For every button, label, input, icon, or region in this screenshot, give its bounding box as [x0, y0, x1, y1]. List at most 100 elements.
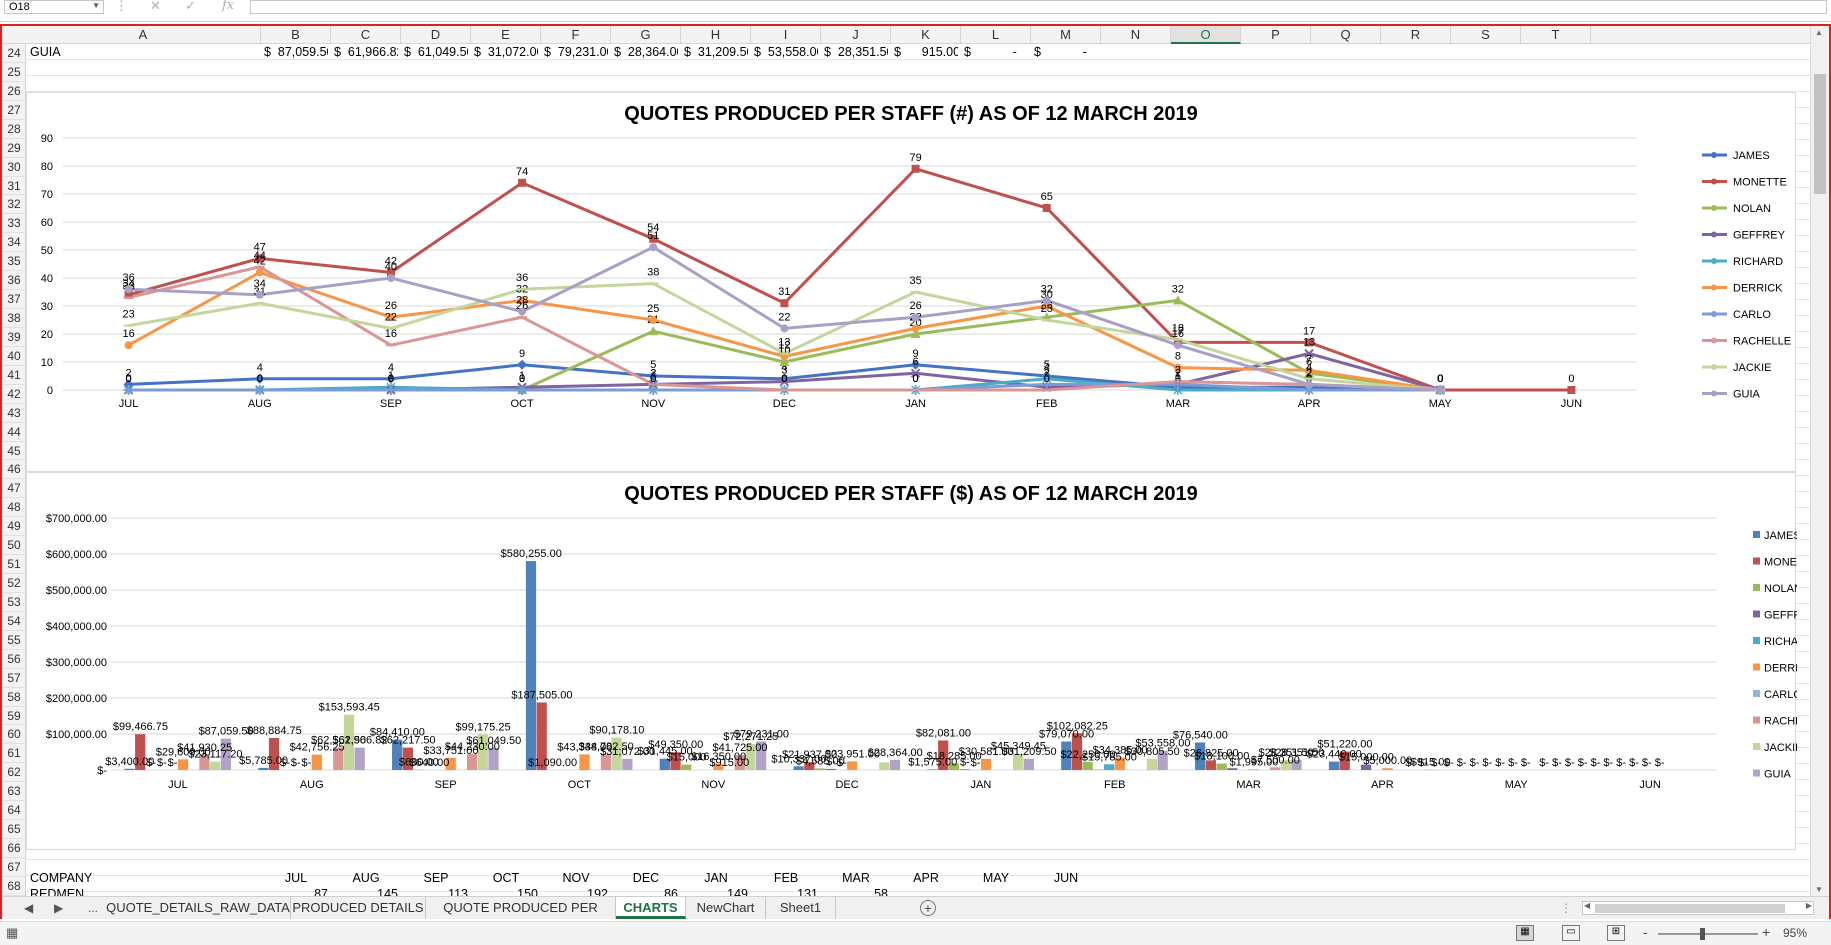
- cancel-icon[interactable]: ✕: [150, 0, 161, 13]
- row-header-55[interactable]: 55: [2, 631, 25, 650]
- scroll-right-icon[interactable]: ▶: [1805, 901, 1812, 910]
- row-header-52[interactable]: 52: [2, 574, 25, 593]
- row-header-41[interactable]: 41: [2, 366, 25, 385]
- more-options-icon[interactable]: ⋮: [1560, 901, 1572, 915]
- column-header-k[interactable]: K: [891, 26, 961, 44]
- column-header-n[interactable]: N: [1101, 26, 1171, 44]
- page-layout-icon[interactable]: ▭: [1562, 925, 1580, 941]
- column-header-q[interactable]: Q: [1311, 26, 1381, 44]
- cell-a67[interactable]: COMPANY: [30, 871, 93, 885]
- row-header-66[interactable]: 66: [2, 839, 25, 858]
- row-header-64[interactable]: 64: [2, 801, 25, 821]
- month-header-cell[interactable]: JAN: [704, 871, 728, 885]
- column-header-o[interactable]: O: [1171, 26, 1241, 44]
- currency-cell[interactable]: $ 915.00: [894, 45, 958, 59]
- currency-cell[interactable]: $ 28,364.00: [614, 45, 678, 59]
- currency-cell[interactable]: $ 61,966.82: [334, 45, 398, 59]
- column-header-i[interactable]: I: [751, 26, 821, 44]
- cell-a68[interactable]: REDMEN: [30, 887, 85, 896]
- month-header-cell[interactable]: JUL: [284, 871, 308, 885]
- currency-cell[interactable]: $ 28,351.50: [824, 45, 888, 59]
- row-header-29[interactable]: 29: [2, 139, 25, 158]
- month-header-cell[interactable]: AUG: [352, 871, 380, 885]
- count-cell[interactable]: 87: [314, 887, 328, 896]
- scroll-thumb[interactable]: [1814, 74, 1826, 194]
- row-header-49[interactable]: 49: [2, 517, 25, 537]
- month-header-cell[interactable]: OCT: [492, 871, 520, 885]
- currency-cell[interactable]: $ 79,231.00: [544, 45, 608, 59]
- row-header-53[interactable]: 53: [2, 593, 25, 612]
- sheet-tab[interactable]: QUOTE PRODUCED PER STAFF: [426, 897, 616, 937]
- currency-cell[interactable]: $ 31,209.50: [684, 45, 748, 59]
- row-header-25[interactable]: 25: [2, 63, 25, 82]
- row-header-42[interactable]: 42: [2, 385, 25, 404]
- count-cell[interactable]: 149: [727, 887, 748, 896]
- more-options-icon[interactable]: ⋮: [115, 0, 128, 13]
- column-header-e[interactable]: E: [471, 26, 541, 44]
- macro-record-icon[interactable]: ▦: [6, 925, 19, 940]
- row-header-38[interactable]: 38: [2, 309, 25, 328]
- column-header-b[interactable]: B: [261, 26, 331, 44]
- tab-more-button[interactable]: ...: [87, 901, 98, 915]
- currency-cell[interactable]: $ 87,059.50: [264, 45, 328, 59]
- row-header-50[interactable]: 50: [2, 536, 25, 556]
- column-header-j[interactable]: J: [821, 26, 891, 44]
- column-header-m[interactable]: M: [1031, 26, 1101, 44]
- column-header-p[interactable]: P: [1241, 26, 1311, 44]
- scroll-left-icon[interactable]: ◀: [1584, 901, 1591, 910]
- tab-prev-icon[interactable]: ◀: [24, 901, 34, 915]
- count-cell[interactable]: 145: [377, 887, 398, 896]
- formula-input[interactable]: [250, 0, 1827, 14]
- count-cell[interactable]: 150: [517, 887, 538, 896]
- month-header-cell[interactable]: APR: [913, 871, 939, 885]
- row-header-60[interactable]: 60: [2, 725, 25, 745]
- scroll-down-icon[interactable]: ▼: [1815, 885, 1823, 894]
- month-header-cell[interactable]: NOV: [562, 871, 590, 885]
- row-header-59[interactable]: 59: [2, 707, 25, 726]
- column-header-a[interactable]: A: [26, 26, 261, 44]
- row-header-28[interactable]: 28: [2, 120, 25, 139]
- row-header-31[interactable]: 31: [2, 177, 25, 196]
- line-chart[interactable]: QUOTES PRODUCED PER STAFF (#) AS OF 12 M…: [26, 92, 1796, 472]
- add-sheet-button[interactable]: +: [920, 900, 936, 916]
- row-header-57[interactable]: 57: [2, 669, 25, 688]
- row-header-36[interactable]: 36: [2, 271, 25, 291]
- normal-view-icon[interactable]: ▦: [1516, 925, 1534, 941]
- count-cell[interactable]: 192: [587, 887, 608, 896]
- cell-grid[interactable]: GUIA $ 87,059.50 $ 61,966.82 $ 61,049.50 $ …: [26, 44, 1811, 896]
- sheet-tab[interactable]: Sheet1: [766, 897, 836, 919]
- count-cell[interactable]: 131: [797, 887, 818, 896]
- currency-cell[interactable]: $ 31,072.00: [474, 45, 538, 59]
- row-header-54[interactable]: 54: [2, 612, 25, 631]
- month-header-cell[interactable]: JUN: [1053, 871, 1079, 885]
- sheet-tab[interactable]: NewChart: [686, 897, 766, 919]
- row-header-43[interactable]: 43: [2, 404, 25, 423]
- chevron-down-icon[interactable]: ▼: [92, 1, 100, 10]
- month-header-cell[interactable]: SEP: [423, 871, 449, 885]
- currency-cell[interactable]: $ -: [964, 45, 1017, 59]
- row-header-62[interactable]: 62: [2, 763, 25, 783]
- row-header-37[interactable]: 37: [2, 290, 25, 309]
- column-header-h[interactable]: H: [681, 26, 751, 44]
- row-header-47[interactable]: 47: [2, 479, 25, 499]
- scroll-thumb[interactable]: [1595, 904, 1785, 913]
- sheet-tab[interactable]: CHARTS: [616, 897, 686, 919]
- insert-function-icon[interactable]: fx: [222, 0, 235, 13]
- zoom-in-button[interactable]: +: [1762, 924, 1771, 940]
- sheet-tab[interactable]: QUOTE_DETAILS_RAW_DATA: [106, 897, 291, 919]
- column-header-r[interactable]: R: [1381, 26, 1451, 44]
- month-header-cell[interactable]: FEB: [773, 871, 799, 885]
- month-header-cell[interactable]: DEC: [632, 871, 660, 885]
- count-cell[interactable]: 113: [448, 887, 468, 896]
- cell-a24[interactable]: GUIA: [30, 45, 61, 59]
- row-header-35[interactable]: 35: [2, 252, 25, 272]
- zoom-out-button[interactable]: -: [1643, 924, 1648, 940]
- zoom-slider-thumb[interactable]: [1700, 928, 1705, 940]
- column-header-l[interactable]: L: [961, 26, 1031, 44]
- month-header-cell[interactable]: MAY: [982, 871, 1010, 885]
- column-header-c[interactable]: C: [331, 26, 401, 44]
- column-header-g[interactable]: G: [611, 26, 681, 44]
- sheet-tab[interactable]: PRODUCED DETAILS: [291, 897, 426, 919]
- column-header-f[interactable]: F: [541, 26, 611, 44]
- column-header-d[interactable]: D: [401, 26, 471, 44]
